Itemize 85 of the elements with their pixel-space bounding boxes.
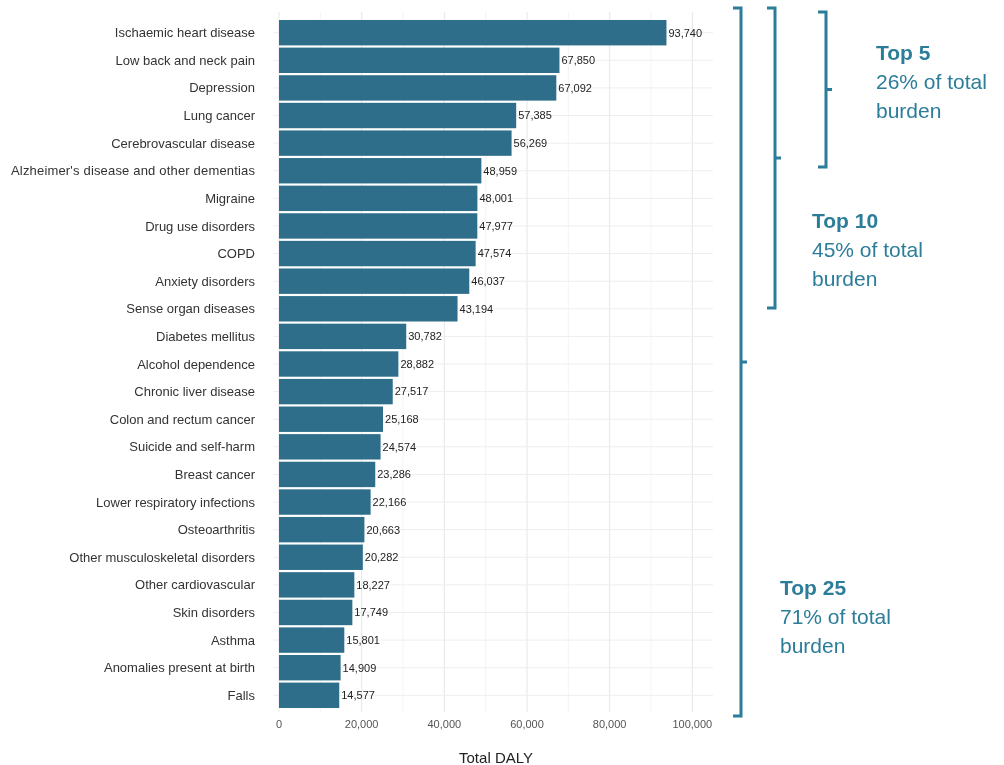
- bar: [279, 268, 470, 294]
- data-label: 46,037: [471, 275, 505, 288]
- bar: [279, 240, 476, 267]
- data-label: 14,909: [342, 661, 377, 674]
- x-tick-label: 0: [275, 718, 283, 730]
- bar: [279, 544, 363, 570]
- y-tick-label: Lower respiratory infections: [96, 494, 256, 510]
- y-tick-label: Lung cancer: [183, 108, 256, 124]
- bar: [279, 654, 341, 681]
- x-tick-label: 100,000: [672, 718, 713, 730]
- y-tick-label: Breast cancer: [174, 466, 256, 482]
- data-label: 57,385: [518, 109, 552, 122]
- data-label: 24,574: [382, 440, 417, 453]
- data-label: 28,882: [400, 357, 435, 370]
- bar: [279, 627, 345, 653]
- y-tick-label: COPD: [217, 246, 255, 262]
- data-label: 30,782: [408, 330, 442, 343]
- bar: [279, 130, 512, 156]
- y-tick-label: Alcohol dependence: [137, 356, 255, 372]
- x-tick-label: 80,000: [592, 718, 627, 730]
- y-tick-label: Chronic liver disease: [134, 384, 255, 400]
- bar: [279, 213, 478, 239]
- data-label: 15,801: [346, 633, 380, 646]
- data-label: 18,227: [356, 578, 390, 591]
- bar: [279, 351, 399, 377]
- data-label: 56,269: [513, 136, 548, 149]
- bar: [279, 47, 560, 74]
- data-label: 47,574: [477, 247, 512, 260]
- x-axis-title: Total DALY: [459, 749, 533, 765]
- text: Top 25 71% of total burden: [780, 576, 891, 657]
- data-label: 14,577: [341, 689, 375, 702]
- bar: [279, 75, 557, 101]
- y-tick-label: Suicide and self-harm: [129, 439, 255, 455]
- y-tick-label: Sense organ diseases: [126, 301, 256, 317]
- x-tick-label: 60,000: [510, 718, 544, 730]
- data-label: 23,286: [377, 468, 411, 481]
- bar: [279, 516, 365, 543]
- y-tick-label: Ischaemic heart disease: [114, 25, 255, 41]
- bar: [279, 461, 376, 488]
- y-tick-label: Colon and rectum cancer: [109, 411, 256, 427]
- data-label: 17,749: [354, 606, 389, 619]
- y-tick-label: Other musculoskeletal disorders: [69, 549, 256, 565]
- y-tick-label: Osteoarthritis: [177, 522, 256, 538]
- y-tick-label: Anxiety disorders: [155, 273, 256, 289]
- bar: [279, 102, 517, 129]
- bar: [279, 572, 355, 598]
- data-label: 22,166: [372, 495, 407, 508]
- y-tick-label: Alzheimer's disease and other dementias: [11, 163, 256, 179]
- y-tick-label: Asthma: [210, 632, 256, 648]
- bar: [279, 599, 353, 626]
- data-label: 27,517: [394, 385, 429, 398]
- bar: [279, 20, 667, 46]
- y-tick-label: Other cardiovascular: [135, 577, 256, 593]
- bar: [279, 296, 458, 322]
- text: Top 5 26% of total burden: [876, 41, 987, 122]
- data-label: 47,977: [479, 219, 513, 232]
- bar: [279, 406, 384, 432]
- data-label: 93,740: [668, 26, 703, 39]
- y-tick-label: Falls: [227, 687, 256, 703]
- data-label: 43,194: [459, 302, 494, 315]
- data-label: 48,959: [483, 164, 518, 177]
- bar: [279, 489, 371, 515]
- bar: [279, 682, 340, 708]
- y-tick-label: Migraine: [205, 190, 255, 206]
- data-label: 67,850: [561, 54, 596, 67]
- y-tick-label: Drug use disorders: [145, 218, 256, 234]
- y-tick-label: Skin disorders: [172, 605, 256, 621]
- x-tick-label: 40,000: [427, 718, 462, 730]
- y-tick-label: Low back and neck pain: [115, 52, 255, 68]
- bar: [279, 323, 407, 350]
- y-tick-label: Depression: [189, 80, 255, 96]
- bar: [279, 185, 478, 212]
- data-label: 48,001: [479, 192, 514, 205]
- y-tick-label: Diabetes mellitus: [156, 328, 256, 344]
- bar: [279, 158, 482, 184]
- bar: [279, 434, 381, 460]
- data-label: 20,663: [366, 523, 401, 536]
- text: Top 10 45% of total burden: [812, 209, 923, 290]
- data-label: 67,092: [558, 81, 592, 94]
- y-tick-label: Anomalies present at birth: [103, 660, 255, 676]
- x-tick-label: 20,000: [344, 718, 379, 730]
- y-tick-label: Cerebrovascular disease: [111, 135, 255, 151]
- data-label: 20,282: [364, 551, 399, 564]
- bar: [279, 378, 393, 405]
- data-label: 25,168: [385, 413, 419, 426]
